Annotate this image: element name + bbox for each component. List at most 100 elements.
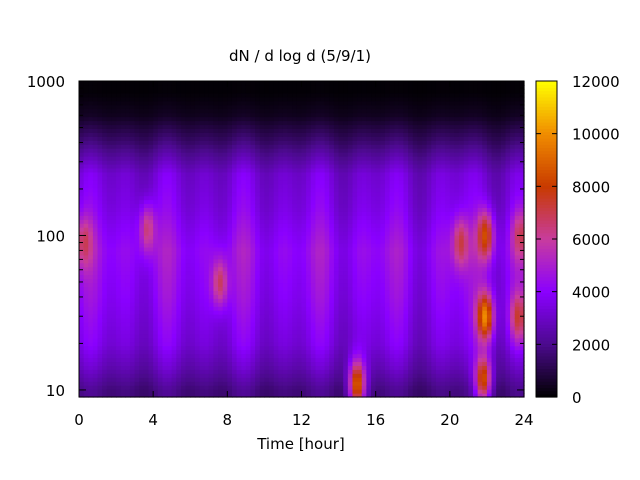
- heatmap-cell: [301, 278, 307, 284]
- heatmap-cell: [139, 81, 145, 86]
- heatmap-cell: [250, 337, 256, 343]
- heatmap-cell: [324, 353, 330, 359]
- heatmap-cell: [153, 183, 159, 189]
- heatmap-cell: [148, 333, 154, 339]
- heatmap-cell: [273, 219, 279, 224]
- heatmap-cell: [129, 203, 136, 208]
- heatmap-cell: [324, 306, 330, 311]
- heatmap-cell: [129, 377, 136, 382]
- heatmap-cell: [315, 116, 321, 122]
- heatmap-cell: [176, 246, 182, 252]
- heatmap-cell: [213, 314, 219, 319]
- heatmap-cell: [213, 353, 219, 359]
- heatmap-cell: [194, 92, 201, 98]
- heatmap-cell: [97, 132, 103, 137]
- heatmap-cell: [102, 306, 108, 311]
- heatmap-cell: [162, 136, 168, 141]
- heatmap-cell: [227, 290, 233, 295]
- heatmap-cell: [301, 96, 307, 102]
- heatmap-cell: [324, 357, 330, 363]
- heatmap-cell: [190, 357, 196, 363]
- heatmap-cell: [148, 112, 154, 118]
- heatmap-cell: [282, 333, 289, 339]
- heatmap-cell: [92, 345, 99, 351]
- heatmap-cell: [282, 357, 289, 363]
- heatmap-cell: [250, 199, 256, 205]
- heatmap-cell: [227, 266, 233, 272]
- heatmap-cell: [310, 361, 317, 366]
- heatmap-cell: [347, 333, 354, 339]
- heatmap-cell: [208, 389, 215, 394]
- heatmap-cell: [218, 321, 224, 327]
- heatmap-cell: [83, 333, 89, 339]
- heatmap-cell: [301, 349, 307, 355]
- heatmap-cell: [333, 381, 340, 386]
- heatmap-cell: [296, 179, 303, 185]
- heatmap-cell: [245, 191, 252, 197]
- heatmap-cell: [213, 191, 219, 197]
- heatmap-cell: [245, 104, 252, 110]
- heatmap-cell: [185, 191, 191, 197]
- heatmap-cell: [255, 262, 261, 268]
- heatmap-cell: [315, 175, 321, 181]
- heatmap-cell: [185, 219, 191, 224]
- heatmap-cell: [213, 329, 219, 335]
- heatmap-cell: [167, 353, 173, 359]
- heatmap-cell: [333, 96, 340, 102]
- heatmap-cell: [269, 373, 275, 378]
- heatmap-cell: [199, 223, 205, 228]
- heatmap-cell: [139, 183, 145, 189]
- heatmap-cell: [143, 148, 150, 153]
- heatmap-cell: [282, 270, 289, 276]
- heatmap-cell: [259, 116, 266, 122]
- heatmap-cell: [97, 195, 103, 201]
- heatmap-cell: [102, 357, 108, 363]
- heatmap-cell: [199, 274, 205, 280]
- heatmap-cell: [157, 81, 164, 86]
- heatmap-cell: [139, 227, 145, 232]
- heatmap-cell: [83, 179, 89, 185]
- heatmap-cell: [296, 393, 303, 398]
- heatmap-cell: [269, 124, 275, 129]
- heatmap-cell: [320, 167, 326, 173]
- heatmap-cell: [227, 148, 233, 153]
- heatmap-cell: [357, 345, 363, 351]
- heatmap-cell: [208, 160, 215, 165]
- heatmap-cell: [296, 246, 303, 252]
- heatmap-cell: [180, 235, 187, 240]
- heatmap-cell: [241, 128, 247, 133]
- heatmap-cell: [176, 211, 182, 216]
- heatmap-cell: [134, 242, 140, 248]
- heatmap-cell: [153, 318, 159, 323]
- heatmap-cell: [106, 389, 113, 394]
- heatmap-cell: [231, 195, 238, 201]
- heatmap-cell: [134, 92, 140, 98]
- heatmap-cell: [310, 274, 317, 280]
- heatmap-cell: [273, 389, 279, 394]
- heatmap-cell: [129, 187, 136, 193]
- heatmap-cell: [269, 333, 275, 339]
- heatmap-cell: [241, 104, 247, 110]
- heatmap-cell: [245, 179, 252, 185]
- heatmap-cell: [301, 306, 307, 311]
- heatmap-cell: [120, 254, 126, 260]
- heatmap-cell: [148, 136, 154, 141]
- heatmap-cell: [241, 187, 247, 193]
- heatmap-cell: [333, 104, 340, 110]
- heatmap-cell: [120, 325, 126, 331]
- heatmap-cell: [134, 389, 140, 394]
- heatmap-cell: [139, 108, 145, 114]
- heatmap-cell: [324, 163, 330, 169]
- heatmap-cell: [120, 211, 126, 216]
- heatmap-cell: [111, 175, 117, 181]
- heatmap-cell: [92, 191, 99, 197]
- heatmap-cell: [352, 88, 358, 94]
- heatmap-cell: [222, 310, 228, 315]
- heatmap-cell: [347, 132, 354, 137]
- heatmap-cell: [185, 389, 191, 394]
- heatmap-cell: [320, 318, 326, 323]
- heatmap-cell: [269, 286, 275, 291]
- heatmap-cell: [218, 318, 224, 323]
- heatmap-cell: [245, 333, 252, 339]
- heatmap-cell: [204, 314, 210, 319]
